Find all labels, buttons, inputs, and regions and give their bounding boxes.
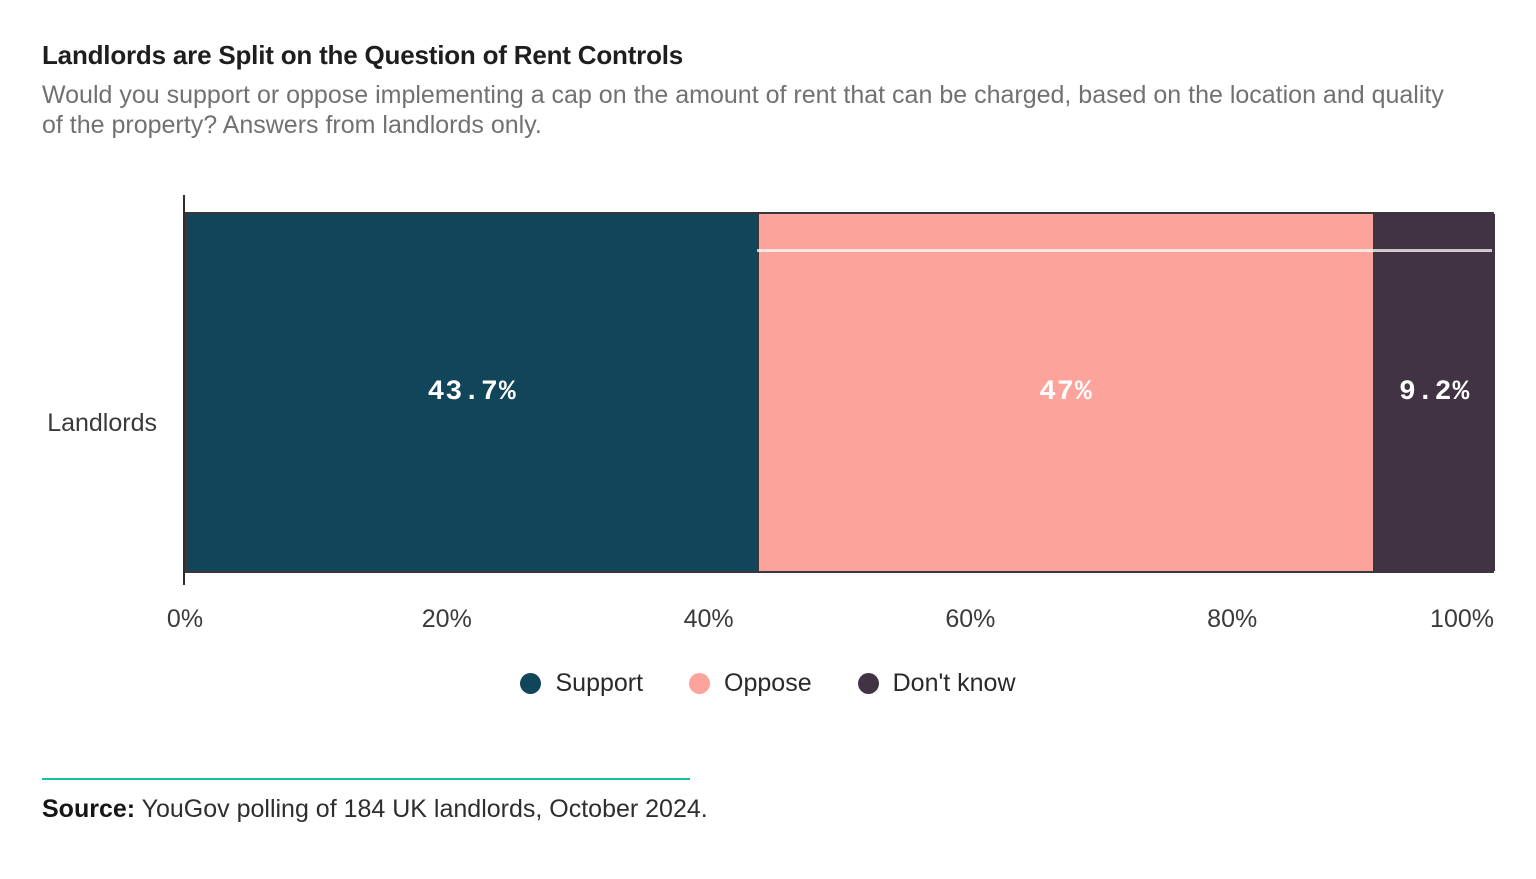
plot-area: 43.7% 47% 9.2% 0% 20% 40% 60% 80% 100% (167, 195, 1495, 635)
source-divider-line (42, 778, 690, 780)
legend-item-oppose: Oppose (689, 669, 812, 698)
chart-subtitle: Would you support or oppose implementing… (42, 81, 1444, 139)
source-text: YouGov polling of 184 UK landlords, Octo… (141, 795, 708, 823)
bar-segment-value-label: 43.7% (427, 377, 517, 408)
legend: Support Oppose Don't know (42, 669, 1494, 698)
bar-segment-oppose: 47% (757, 214, 1373, 571)
x-tick-label: 100% (1430, 605, 1494, 633)
legend-swatch-don-t-know (857, 673, 879, 694)
legend-label: Don't know (892, 669, 1016, 697)
legend-swatch-support (520, 673, 542, 694)
x-tick-label: 0% (166, 605, 204, 633)
bar-segment-value-label: 9.2% (1399, 377, 1471, 408)
x-tick-label: 40% (683, 605, 734, 633)
bar-segment-don-t-know: 9.2% (1372, 214, 1495, 571)
source-line: Source: YouGov polling of 184 UK landlor… (42, 795, 1494, 824)
x-tick-label: 60% (945, 605, 996, 633)
source-label: Source: (42, 795, 136, 823)
bar-segment-value-label: 47% (1039, 377, 1093, 408)
legend-item-don-t-know: Don't know (857, 669, 1016, 698)
x-tick-label: 20% (421, 605, 472, 633)
legend-swatch-oppose (689, 673, 711, 694)
x-tick-label: 80% (1207, 605, 1258, 633)
stacked-bar-chart: Landlords 43.7% 47% 9.2% 0% 20% 40% 60% 80% 100… (42, 195, 1495, 635)
y-axis-line (183, 195, 185, 585)
bar-segment-support: 43.7% (187, 214, 758, 571)
x-axis-ticks: 0% 20% 40% 60% 80% 100% (167, 605, 1494, 635)
legend-label: Oppose (724, 669, 812, 697)
legend-label: Support (555, 669, 644, 697)
y-axis-category-label: Landlords (47, 409, 157, 437)
chart-title: Landlords are Split on the Question of R… (42, 40, 684, 70)
chart-row-landlords: Landlords 43.7% 47% 9.2% 0% 20% 40% 60% 80% 100… (42, 195, 1495, 635)
bar-landlords: 43.7% 47% 9.2% (185, 212, 1495, 573)
legend-item-support: Support (520, 669, 643, 698)
